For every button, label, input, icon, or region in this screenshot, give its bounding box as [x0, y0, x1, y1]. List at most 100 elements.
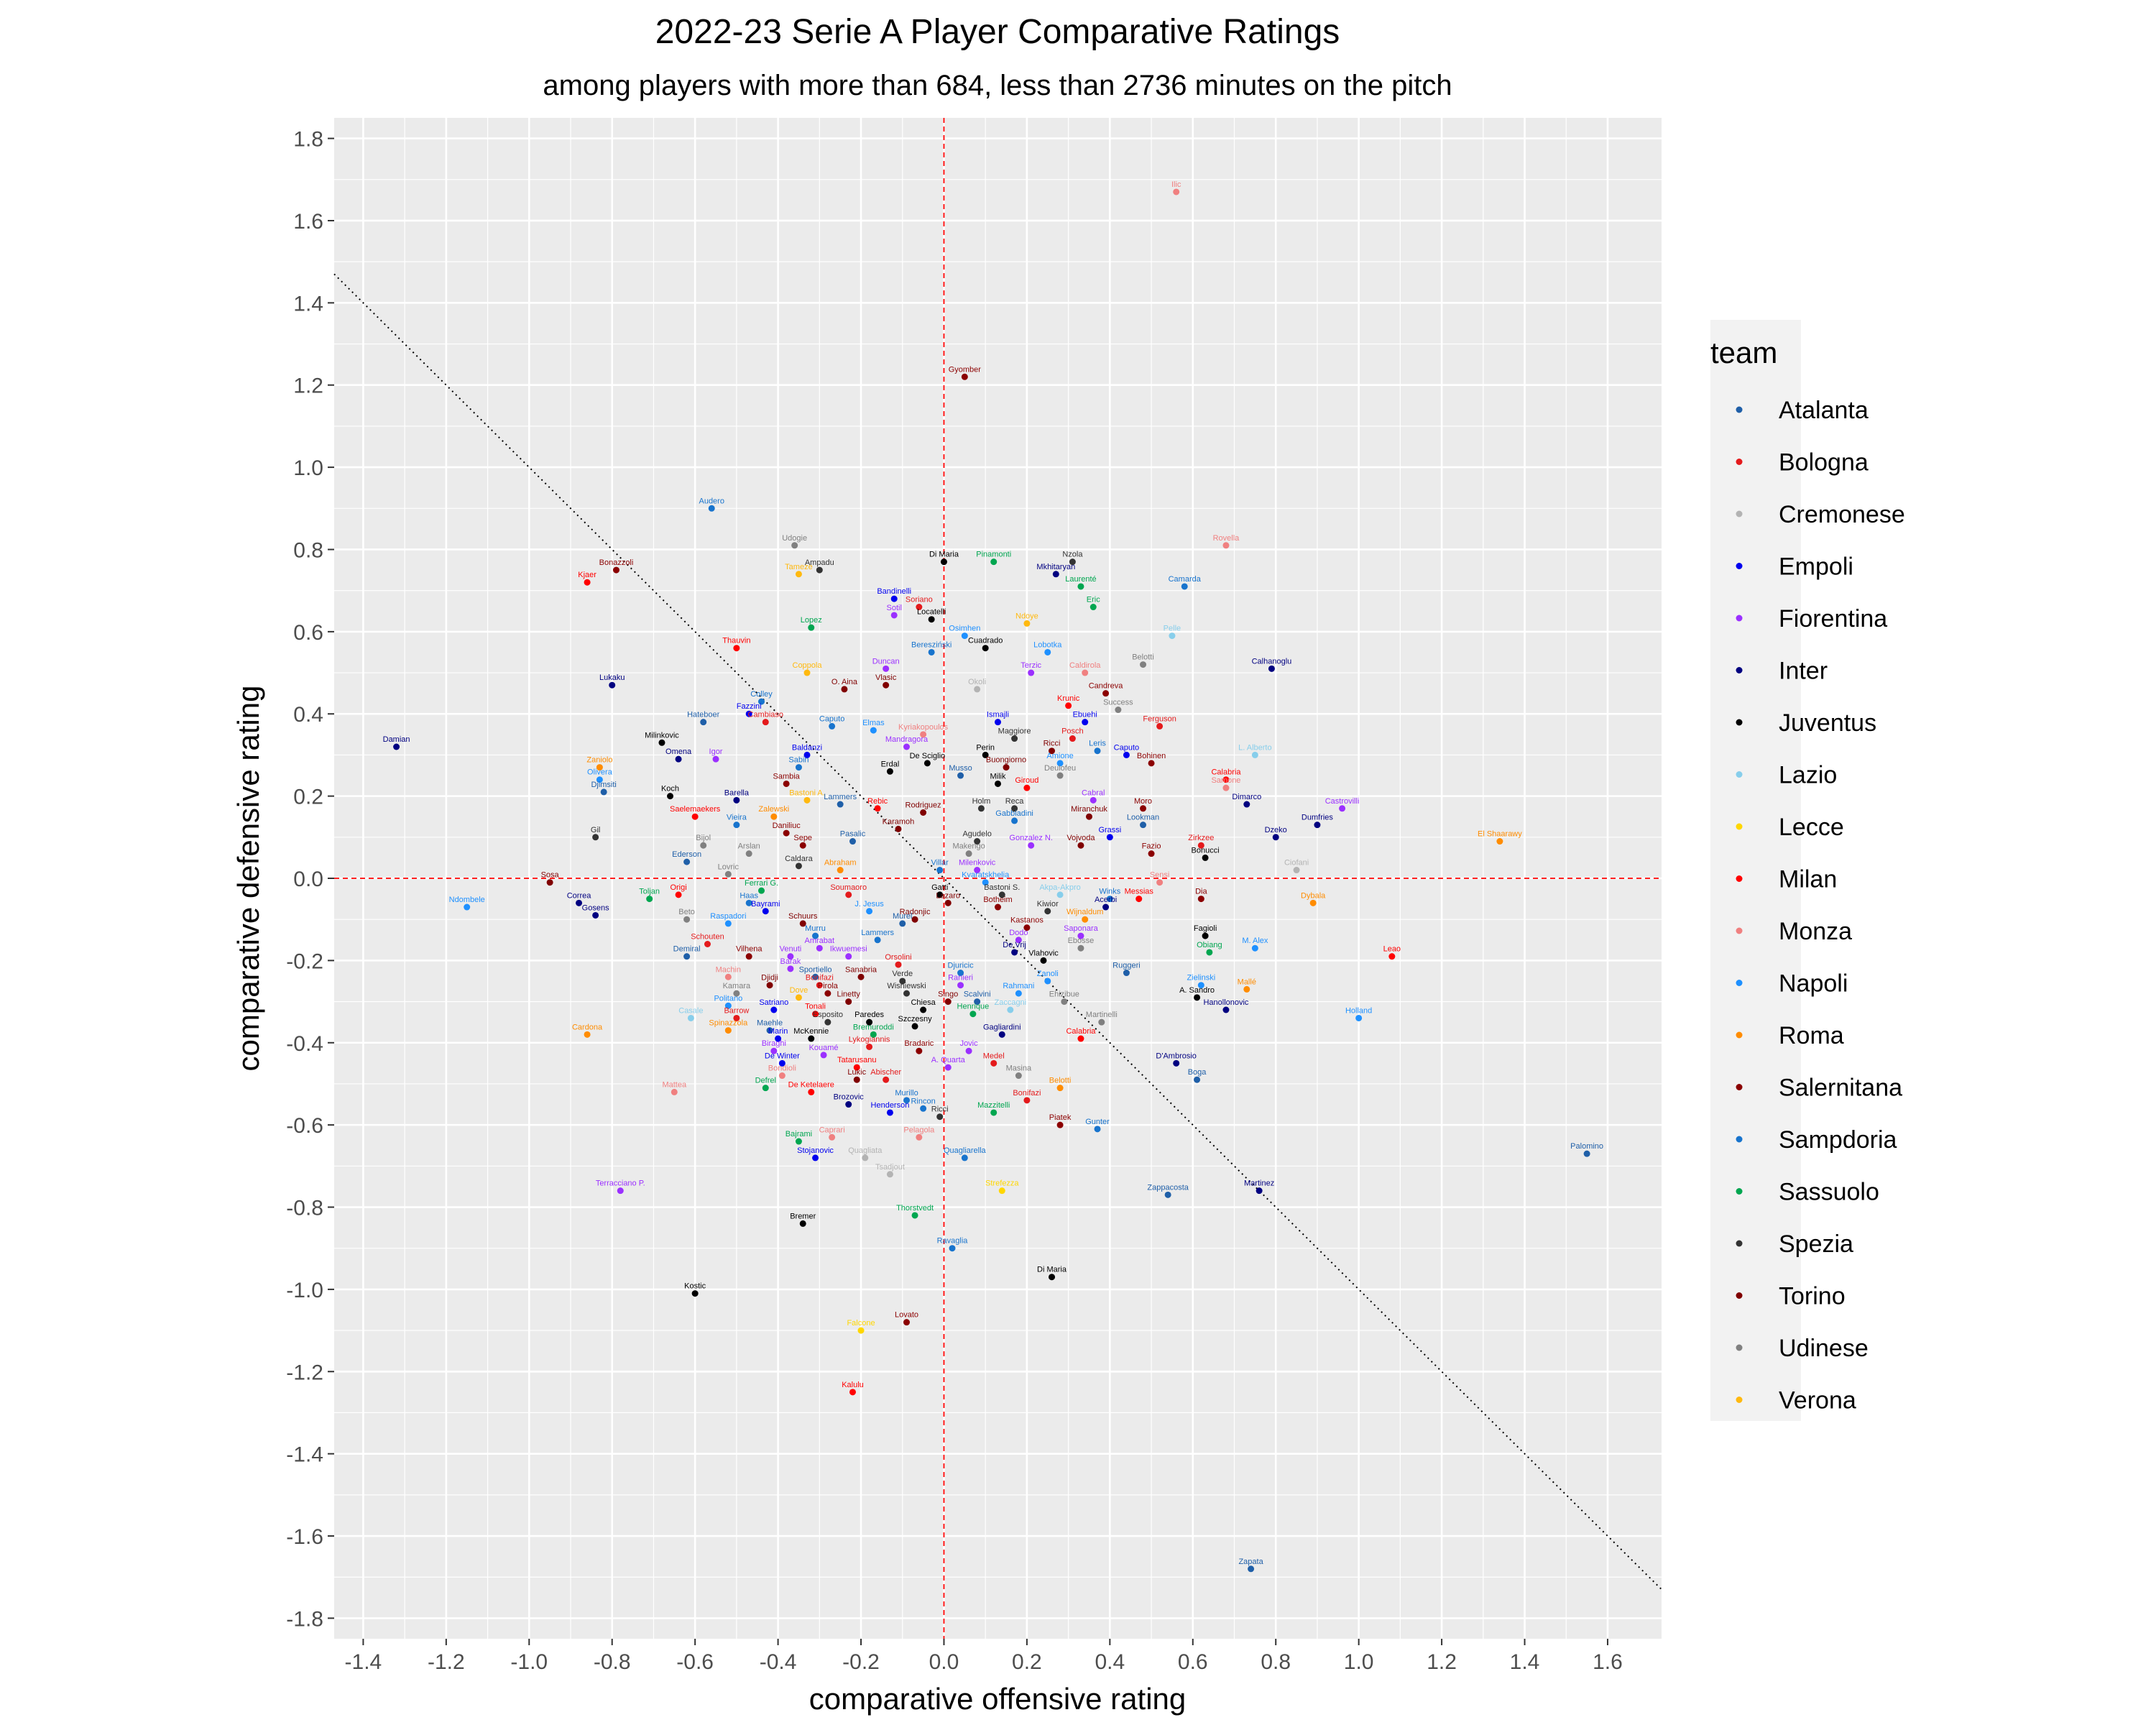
data-point — [1015, 1072, 1022, 1080]
point-label: Ehizibue — [1049, 990, 1079, 999]
data-point — [961, 632, 968, 640]
data-point — [704, 941, 711, 948]
point-label: Moro — [1134, 797, 1152, 806]
data-point — [592, 911, 599, 919]
data-point — [990, 558, 998, 566]
data-point — [928, 616, 935, 623]
data-point — [1115, 707, 1122, 714]
data-point — [1140, 822, 1147, 829]
data-point — [874, 805, 881, 812]
point-label: Ricci — [1044, 740, 1061, 748]
point-label: Bastoni S. — [984, 883, 1020, 892]
point-label: Gatti — [931, 883, 948, 892]
data-point — [990, 1109, 998, 1116]
data-point — [824, 990, 831, 997]
data-point — [733, 645, 740, 652]
point-label: Beto — [678, 908, 695, 916]
point-label: Caldirola — [1069, 661, 1101, 670]
point-label: Calabria — [1211, 768, 1241, 777]
data-point — [609, 681, 616, 689]
point-label: Obiang — [1197, 941, 1222, 949]
data-point — [1028, 842, 1035, 849]
point-label: Bondioli — [768, 1064, 796, 1073]
data-point — [1023, 924, 1031, 932]
data-point — [1015, 937, 1022, 944]
point-label: Cuadrado — [968, 637, 1003, 645]
point-label: Ravaglia — [937, 1237, 969, 1246]
data-point — [576, 899, 583, 906]
point-label: Thauvin — [722, 637, 750, 645]
point-label: Orsolini — [885, 953, 911, 962]
data-point — [816, 982, 823, 989]
point-label: Bremuroddi — [853, 1023, 894, 1031]
data-point — [866, 908, 873, 915]
point-label: Wijnaldum — [1067, 908, 1103, 916]
data-point — [1098, 1018, 1105, 1026]
data-point — [762, 908, 769, 915]
data-point — [1243, 801, 1250, 808]
point-label: Pelagola — [903, 1126, 935, 1134]
data-point — [1089, 796, 1097, 804]
data-point — [1106, 834, 1113, 841]
point-label: Soumaoro — [830, 883, 867, 892]
data-point — [812, 973, 819, 980]
point-label: Pasalic — [840, 830, 866, 839]
point-label: Jovic — [960, 1039, 979, 1048]
data-point — [936, 867, 944, 874]
point-label: Esposito — [813, 1011, 843, 1019]
y-tick-label: 0.0 — [293, 868, 323, 891]
point-label: Dumfries — [1302, 814, 1334, 822]
x-tick-label: -0.4 — [760, 1650, 797, 1674]
point-label: Caputo — [819, 714, 844, 723]
point-label: Grassi — [1098, 826, 1121, 834]
data-point — [923, 760, 931, 767]
data-point — [770, 1047, 778, 1054]
x-tick-label: -1.4 — [345, 1650, 382, 1674]
data-point — [1388, 953, 1396, 960]
data-point — [1069, 558, 1076, 566]
x-tick-label: 1.2 — [1427, 1650, 1457, 1674]
point-label: Milinkovic — [645, 731, 679, 740]
legend-label: Salernitana — [1779, 1075, 1902, 1102]
point-label: Dybala — [1301, 891, 1326, 900]
data-point — [949, 1245, 956, 1252]
point-label: Dove — [790, 986, 808, 995]
data-point — [1077, 944, 1084, 952]
legend-label: Empoli — [1779, 553, 1853, 581]
point-label: Arslan — [738, 842, 760, 851]
data-point — [1169, 632, 1176, 640]
point-label: Sambia — [773, 772, 800, 781]
data-point — [895, 961, 902, 968]
data-point — [995, 719, 1001, 726]
point-label: Gabbiadini — [995, 809, 1033, 818]
legend-key — [1736, 459, 1743, 465]
data-point — [845, 998, 852, 1006]
x-tick-label: 0.2 — [1012, 1650, 1042, 1674]
legend-label: Lazio — [1779, 762, 1837, 789]
data-point — [982, 645, 989, 652]
data-point — [965, 1047, 972, 1054]
point-label: Bandinelli — [877, 587, 911, 596]
data-point — [883, 681, 890, 689]
data-point — [1293, 867, 1300, 874]
data-point — [1309, 899, 1317, 906]
point-label: Satriano — [759, 998, 788, 1007]
data-point — [1061, 998, 1068, 1006]
x-tick-label: 0.8 — [1261, 1650, 1291, 1674]
data-point — [903, 1319, 911, 1326]
data-point — [862, 1154, 869, 1162]
data-point — [1206, 949, 1213, 956]
data-point — [733, 822, 740, 829]
data-point — [895, 825, 902, 832]
data-point — [1023, 784, 1031, 791]
y-tick-label: -1.8 — [286, 1607, 323, 1631]
data-point — [596, 764, 603, 771]
legend-label: Spezia — [1779, 1230, 1853, 1258]
point-label: Szczesny — [898, 1015, 933, 1024]
data-point — [808, 1088, 815, 1095]
data-point — [1496, 838, 1503, 845]
legend-label: Sassuolo — [1779, 1179, 1879, 1206]
point-label: Amrabat — [805, 937, 835, 945]
point-label: Lukaku — [599, 673, 625, 682]
data-point — [667, 793, 674, 800]
